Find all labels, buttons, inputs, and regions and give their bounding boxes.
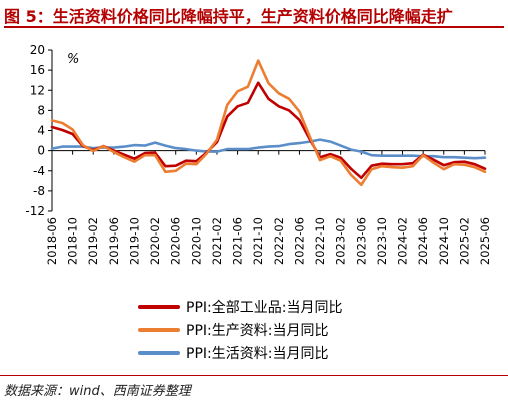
x-tick-label: 2020-02 — [148, 217, 162, 265]
x-tick-label: 2024-06 — [416, 217, 430, 265]
title-underline — [4, 26, 504, 28]
y-tick-label: 8 — [37, 103, 45, 117]
x-tick-label: 2023-02 — [334, 217, 348, 265]
y-tick-label: 16 — [30, 63, 45, 77]
chart-area: -12 -8 -4 0 4 8 12 16 20% 2018-06 2018-10 2019-02 20… — [0, 30, 508, 380]
legend-swatch-ppi-living — [138, 350, 180, 355]
y-tick-label: -4 — [33, 164, 45, 178]
x-tick-label: 2025-02 — [457, 217, 471, 265]
x-tick-label: 2022-10 — [313, 217, 327, 265]
legend-item-ppi-production: PPI:生产资料:当月同比 — [138, 318, 468, 341]
y-tick-label: 12 — [30, 83, 45, 97]
figure-title: 图 5：生活资料价格同比降幅持平，生产资料价格同比降幅走扩 — [4, 7, 453, 26]
x-tick-label: 2019-02 — [86, 217, 100, 265]
x-tick-label: 2020-10 — [189, 217, 203, 265]
y-tick-label: 4 — [37, 124, 45, 138]
x-tick-label: 2021-10 — [251, 217, 265, 265]
x-tick-label: 2019-06 — [107, 217, 121, 265]
line-chart: -12 -8 -4 0 4 8 12 16 20% 2018-06 2018-10 2019-02 20… — [25, 43, 492, 265]
legend-item-ppi-all: PPI:全部工业品:当月同比 — [138, 295, 468, 318]
y-tick-label: 20 — [30, 43, 45, 57]
x-tick-label: 2023-06 — [354, 217, 368, 265]
y-tick-label: -12 — [25, 204, 45, 218]
series-line-1 — [50, 59, 487, 187]
legend-label-ppi-production: PPI:生产资料:当月同比 — [186, 322, 329, 339]
legend-swatch-ppi-all — [138, 304, 180, 309]
x-tick-label: 2019-10 — [127, 217, 141, 265]
x-tick-label: 2023-10 — [375, 217, 389, 265]
x-tick-label: 2018-10 — [66, 217, 80, 265]
chart-legend: PPI:全部工业品:当月同比 PPI:生产资料:当月同比 PPI:生活资料:当月… — [138, 295, 468, 364]
x-tick-label: 2018-06 — [45, 217, 59, 265]
x-tick-label: 2025-06 — [478, 217, 492, 265]
legend-swatch-ppi-production — [138, 327, 180, 332]
legend-item-ppi-living: PPI:生活资料:当月同比 — [138, 341, 468, 364]
y-tick-label: -8 — [33, 184, 45, 198]
x-tick-label: 2022-02 — [272, 217, 286, 265]
x-tick-label: 2022-06 — [292, 217, 306, 265]
series-line-0 — [50, 81, 487, 180]
series-line-2 — [50, 138, 487, 160]
x-tick-label: 2024-02 — [396, 217, 410, 265]
data-source-note: 数据来源：wind、西南证券整理 — [4, 384, 191, 399]
figure-title-bar: 图 5：生活资料价格同比降幅持平，生产资料价格同比降幅走扩 — [4, 2, 504, 28]
x-tick-label: 2021-02 — [210, 217, 224, 265]
y-tick-label: 0 — [37, 144, 45, 158]
y-axis-unit: % — [67, 52, 79, 67]
x-tick-label: 2021-06 — [231, 217, 245, 265]
x-tick-label: 2024-10 — [437, 217, 451, 265]
source-divider — [0, 375, 508, 376]
legend-label-ppi-all: PPI:全部工业品:当月同比 — [186, 299, 343, 316]
x-tick-label: 2020-06 — [169, 217, 183, 265]
legend-label-ppi-living: PPI:生活资料:当月同比 — [186, 345, 329, 362]
